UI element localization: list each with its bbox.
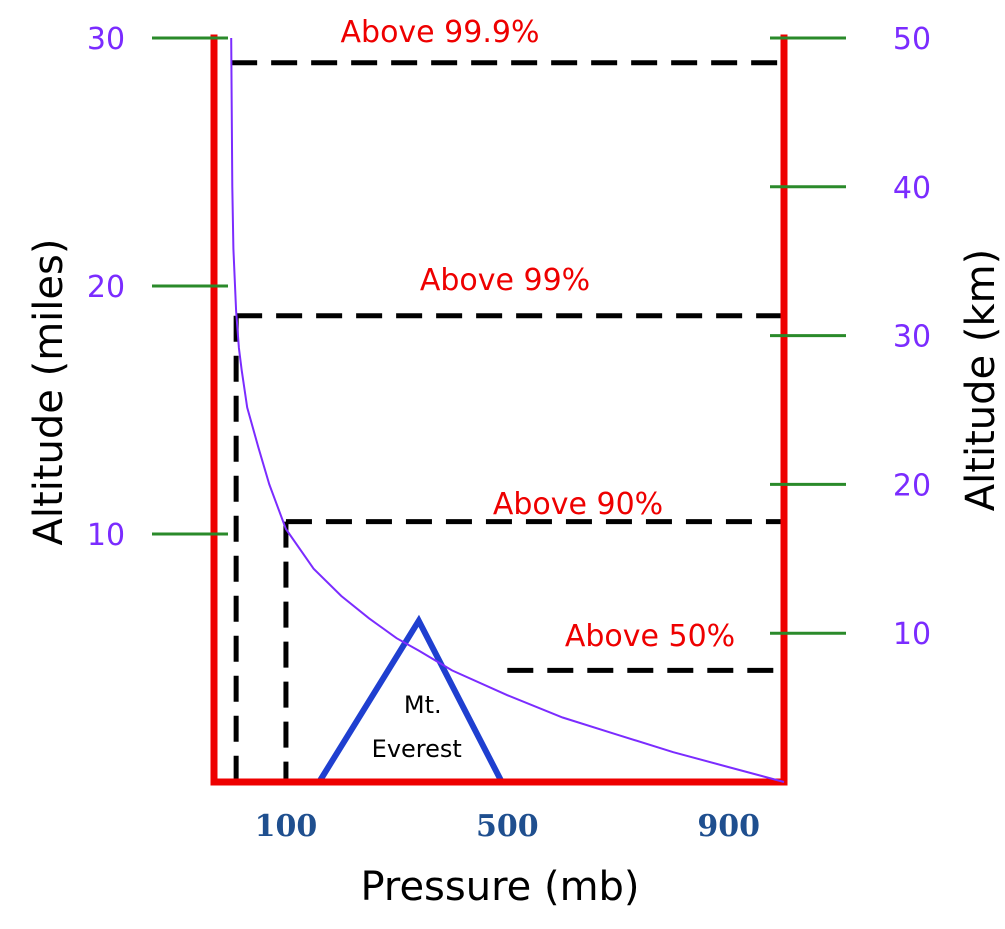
x-tick-label-900: 900 [697,809,760,844]
pressure-curve [230,37,785,783]
right-tick-label-20: 20 [893,468,931,503]
left-axis-title: Altitude (miles) [26,239,72,546]
left-tick-label-30: 30 [87,22,125,57]
annotation-label-3: Above 90% [493,487,663,522]
mountain-label-line1: Mt. [404,691,442,719]
right-axis-ticks: 10 20 30 40 50 [770,22,931,652]
right-tick-label-40: 40 [893,171,931,206]
annotation-label-1: Above 99.9% [341,15,540,50]
x-axis-ticks: 100 500 900 [255,809,760,844]
mountain-label-line2: Everest [372,735,462,763]
right-tick-label-10: 10 [893,617,931,652]
plot-frame [210,34,788,786]
x-tick-label-100: 100 [255,809,318,844]
dashed-reference-lines [231,60,784,782]
annotations: Above 99.9% Above 99% Above 90% Above 50% [341,15,736,654]
x-axis-title: Pressure (mb) [360,864,639,910]
mountain-outline [316,614,505,784]
mt-everest-triangle: Mt. Everest [316,614,505,784]
right-tick-label-50: 50 [893,22,931,57]
annotation-label-2: Above 99% [420,263,590,298]
left-tick-label-10: 10 [87,518,125,553]
annotation-label-4: Above 50% [565,619,735,654]
left-axis-ticks: 10 20 30 [87,22,228,553]
right-axis-title: Altitude (km) [958,249,1004,511]
x-tick-label-500: 500 [476,809,539,844]
right-tick-label-30: 30 [893,320,931,355]
left-tick-label-20: 20 [87,270,125,305]
